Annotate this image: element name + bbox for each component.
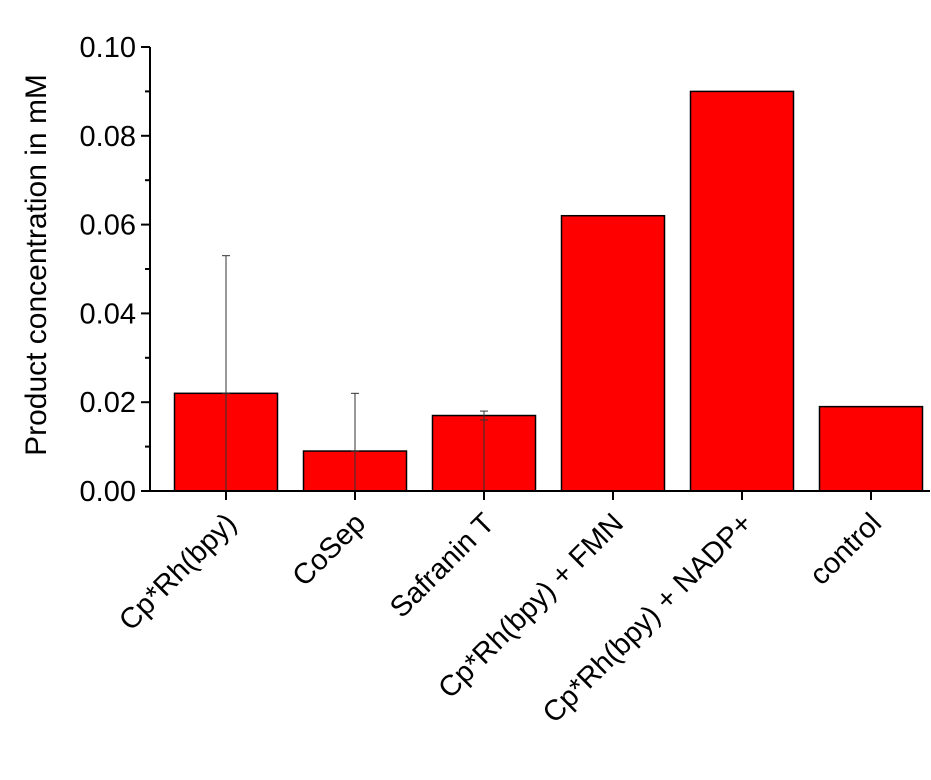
bars [173, 90, 924, 492]
bar [818, 405, 924, 492]
y-tick-label: 0.00 [80, 476, 136, 508]
y-tick-label: 0.10 [80, 32, 136, 64]
y-axis: 0.00 0.02 0.04 0.06 0.08 0.10 [80, 32, 151, 508]
x-tick-label: Safranin T [384, 507, 501, 624]
y-tick-label: 0.08 [80, 121, 136, 153]
y-axis-title: Product concentration in mM [20, 74, 53, 456]
bar [689, 90, 795, 492]
y-tick-label: 0.06 [80, 210, 136, 242]
x-tick-label: CoSep [287, 507, 372, 592]
x-axis: Cp*Rh(bpy) CoSep Safranin TCp*Rh(bpy) + FM… [113, 490, 930, 729]
y-tick-label: 0.02 [80, 387, 136, 419]
x-tick-label: Cp*Rh(bpy) [113, 507, 243, 637]
x-tick-label: Cp*Rh(bpy) + NADP+ [537, 507, 759, 729]
bar [560, 214, 666, 492]
x-tick-label: control [804, 507, 888, 591]
y-tick-label: 0.04 [80, 298, 136, 330]
